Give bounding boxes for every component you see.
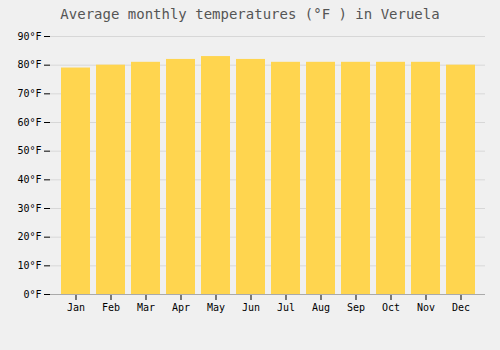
svg-text:Jun: Jun [242, 302, 260, 313]
svg-text:Mar: Mar [137, 302, 155, 313]
svg-text:30°F: 30°F [17, 203, 41, 214]
svg-text:Dec: Dec [452, 302, 470, 313]
svg-text:10°F: 10°F [17, 260, 41, 271]
svg-text:May: May [207, 302, 225, 313]
html-text:Average monthly temperatures (: Average monthly temperatures (°F ) in Ve… [60, 6, 440, 22]
svg-text:Jul: Jul [277, 302, 295, 313]
svg-text:Feb: Feb [102, 302, 120, 313]
svg-text:0°F: 0°F [23, 289, 41, 300]
svg-text:40°F: 40°F [17, 174, 41, 185]
svg-text:Apr: Apr [172, 302, 190, 313]
svg-text:Aug: Aug [312, 302, 330, 313]
svg-text:Oct: Oct [382, 302, 400, 313]
svg-text:70°F: 70°F [17, 88, 41, 99]
svg-text:50°F: 50°F [17, 145, 41, 156]
svg-text:Jan: Jan [67, 302, 85, 313]
svg-text:Nov: Nov [417, 302, 435, 313]
svg-text:Sep: Sep [347, 302, 365, 313]
svg-text:20°F: 20°F [17, 231, 41, 242]
svg-text:60°F: 60°F [17, 117, 41, 128]
svg-text:80°F: 80°F [17, 59, 41, 70]
svg-text:90°F: 90°F [17, 31, 41, 42]
